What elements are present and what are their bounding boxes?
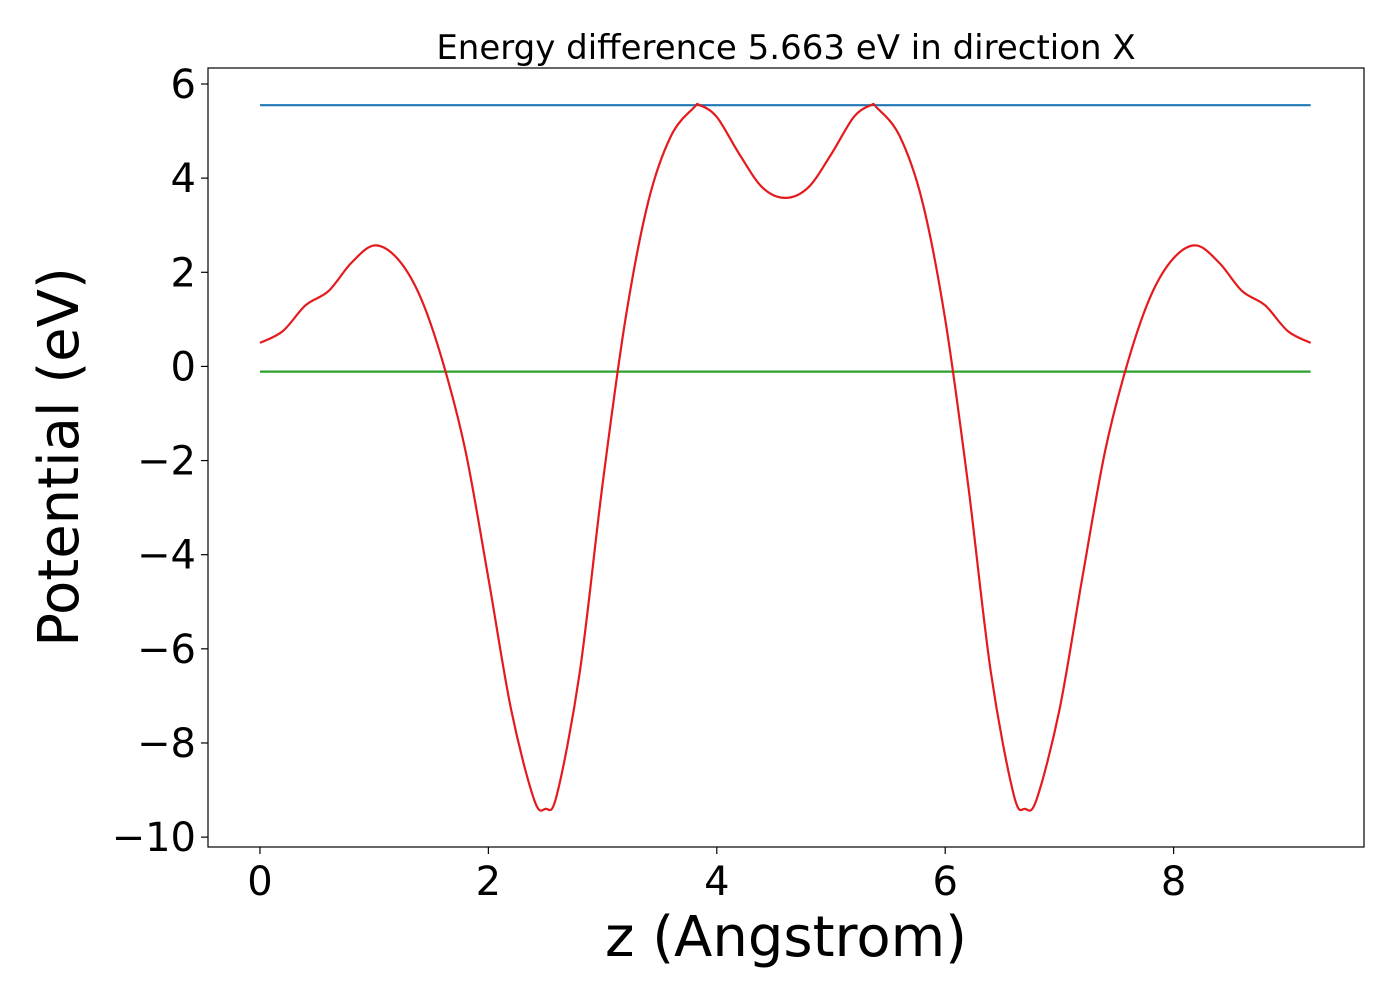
line-series bbox=[259, 102, 1312, 812]
x-tick-label: 2 bbox=[476, 859, 501, 905]
y-tick-label: 4 bbox=[171, 156, 196, 202]
y-tick-label: 0 bbox=[171, 344, 196, 390]
x-tick-label: 0 bbox=[247, 859, 272, 905]
y-tick-label: −8 bbox=[137, 721, 196, 767]
x-tick-label: 8 bbox=[1161, 859, 1186, 905]
plot-frame bbox=[207, 67, 1365, 848]
x-axis-label: z (Angstrom) bbox=[605, 905, 967, 970]
x-tick-label: 4 bbox=[704, 859, 729, 905]
y-tick-label: −4 bbox=[137, 533, 196, 579]
y-tick-label: −6 bbox=[137, 627, 196, 673]
y-tick-label: −10 bbox=[112, 815, 196, 861]
chart-title: Energy difference 5.663 eV in direction … bbox=[436, 28, 1135, 68]
x-tick-label: 6 bbox=[932, 859, 957, 905]
y-tick-label: 2 bbox=[171, 250, 196, 296]
y-tick-label: −2 bbox=[137, 439, 196, 485]
y-tick-label: 6 bbox=[171, 62, 196, 108]
y-axis-label: Potential (eV) bbox=[27, 267, 92, 647]
